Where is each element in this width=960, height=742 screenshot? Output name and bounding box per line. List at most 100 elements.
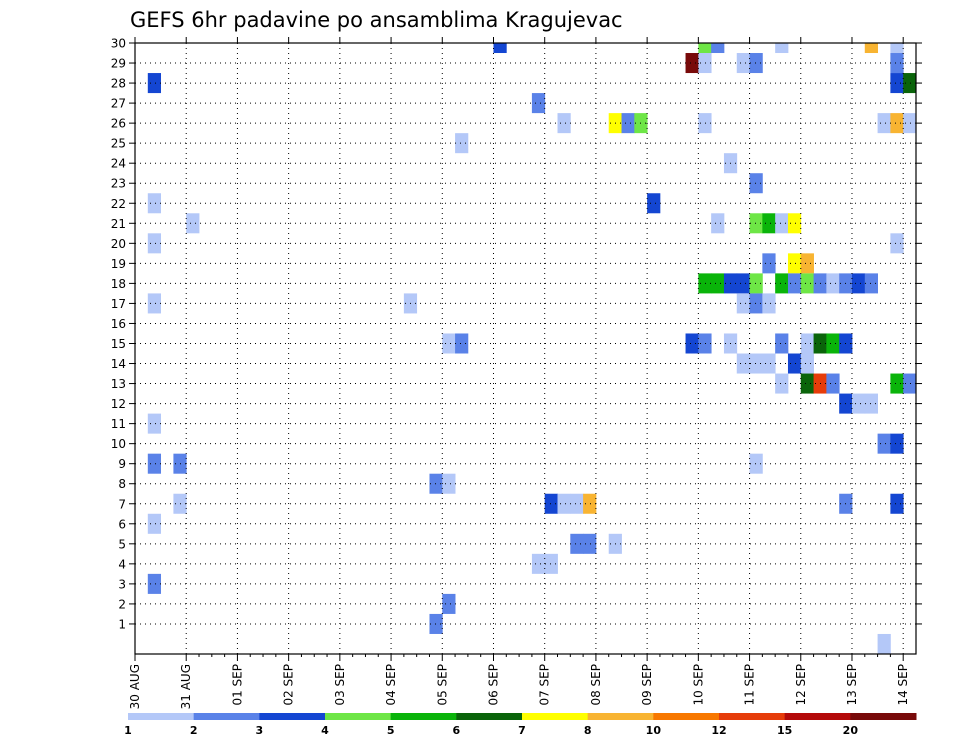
heatmap-cell (877, 633, 891, 654)
heatmap-cell (890, 43, 904, 54)
heatmap-cell (890, 373, 904, 394)
legend-swatch (325, 713, 392, 720)
heatmap-cell (698, 43, 712, 54)
legend-swatch (456, 713, 523, 720)
heatmap-cell (621, 113, 635, 134)
heatmap-cell (762, 353, 776, 374)
heatmap-cell (775, 213, 789, 234)
heatmap-cell (455, 333, 469, 354)
heatmap-cell (147, 193, 162, 214)
heatmap-cell (775, 373, 789, 394)
x-tick-label: 13 SEP (845, 664, 859, 706)
heatmap-cell (647, 193, 661, 214)
heatmap-cell (903, 73, 916, 94)
heatmap-cell (851, 273, 866, 294)
x-tick-label: 07 SEP (538, 664, 552, 706)
x-tick-label: 09 SEP (640, 664, 654, 706)
y-tick-label: 3 (118, 577, 126, 591)
heatmap-cell (787, 273, 802, 294)
heatmap-cell (749, 293, 763, 314)
heatmap-cell (570, 493, 584, 514)
heatmap-cell (864, 43, 878, 54)
heatmap-cell (442, 333, 456, 354)
heatmap-cell (442, 473, 456, 494)
y-tick-label: 9 (118, 457, 126, 471)
heatmap-cell (698, 113, 712, 134)
heatmap-cell (903, 113, 916, 134)
heatmap-cell (800, 353, 814, 374)
heatmap-cell (570, 533, 584, 554)
heatmap-cell (583, 493, 597, 514)
x-tick-label: 05 SEP (435, 664, 449, 706)
plot-frame (134, 42, 917, 655)
legend-label: 5 (387, 724, 395, 737)
heatmap-cell (429, 473, 443, 494)
heatmap-cell (775, 333, 789, 354)
heatmap-cell (531, 93, 546, 114)
heatmap-cell (749, 213, 763, 234)
legend-label: 7 (518, 724, 526, 737)
heatmap-cell (762, 253, 776, 274)
heatmap-cell (749, 273, 763, 294)
x-tick-label: 04 SEP (384, 664, 398, 706)
heatmap-cell (736, 353, 750, 374)
heatmap-cell (147, 453, 162, 474)
y-tick-label: 16 (111, 317, 126, 331)
x-tick-label: 31 AUG (179, 664, 193, 709)
y-axis: 1234567891011121314151617181920212223242… (111, 37, 922, 631)
y-tick-label: 30 (111, 37, 126, 51)
heatmap-cell (186, 213, 200, 234)
y-tick-label: 27 (111, 97, 126, 111)
legend-label: 4 (321, 724, 329, 737)
y-tick-label: 11 (111, 417, 126, 431)
heatmap-cell (787, 253, 802, 274)
x-tick-label: 02 SEP (282, 664, 296, 706)
legend-swatch (390, 713, 457, 720)
heatmap-cell (775, 273, 789, 294)
heatmap-cell (698, 53, 712, 74)
heatmap-cell (736, 53, 750, 74)
heatmap-cell (890, 53, 904, 74)
heatmap-cells (147, 43, 916, 654)
heatmap-cell (890, 113, 904, 134)
legend-label: 8 (584, 724, 592, 737)
legend-swatch (719, 713, 786, 720)
heatmap-cell (698, 333, 712, 354)
heatmap-cell (147, 73, 162, 94)
x-tick-label: 10 SEP (691, 664, 705, 706)
legend-label: 12 (711, 724, 726, 737)
heatmap-cell (890, 493, 904, 514)
y-tick-label: 28 (111, 77, 126, 91)
legend-swatch (259, 713, 326, 720)
legend-swatch (850, 713, 917, 720)
legend-swatch (128, 713, 195, 720)
x-tick-label: 03 SEP (333, 664, 347, 706)
heatmap-cell (762, 213, 776, 234)
legend-label: 10 (646, 724, 662, 737)
legend-swatch (784, 713, 851, 720)
heatmap-cell (442, 593, 456, 614)
heatmap-cell (685, 333, 699, 354)
heatmap-cell (762, 293, 776, 314)
y-tick-label: 23 (111, 177, 126, 191)
heatmap-cell (851, 393, 866, 414)
x-tick-label: 14 SEP (896, 664, 910, 706)
heatmap-cell (890, 233, 904, 254)
heatmap-cell (749, 173, 763, 194)
y-tick-label: 8 (118, 477, 126, 491)
y-tick-label: 21 (111, 217, 126, 231)
heatmap-cell (455, 133, 469, 154)
heatmap-cell (711, 43, 725, 54)
heatmap-cell (800, 253, 814, 274)
heatmap-cell (877, 113, 891, 134)
legend-label: 3 (256, 724, 264, 737)
y-tick-label: 4 (118, 557, 126, 571)
y-tick-label: 10 (111, 437, 126, 451)
y-tick-label: 7 (118, 497, 126, 511)
heatmap-cell (736, 273, 750, 294)
heatmap-cell (787, 213, 802, 234)
heatmap-cell (890, 73, 904, 94)
y-tick-label: 5 (118, 537, 126, 551)
heatmap-cell (583, 533, 597, 554)
